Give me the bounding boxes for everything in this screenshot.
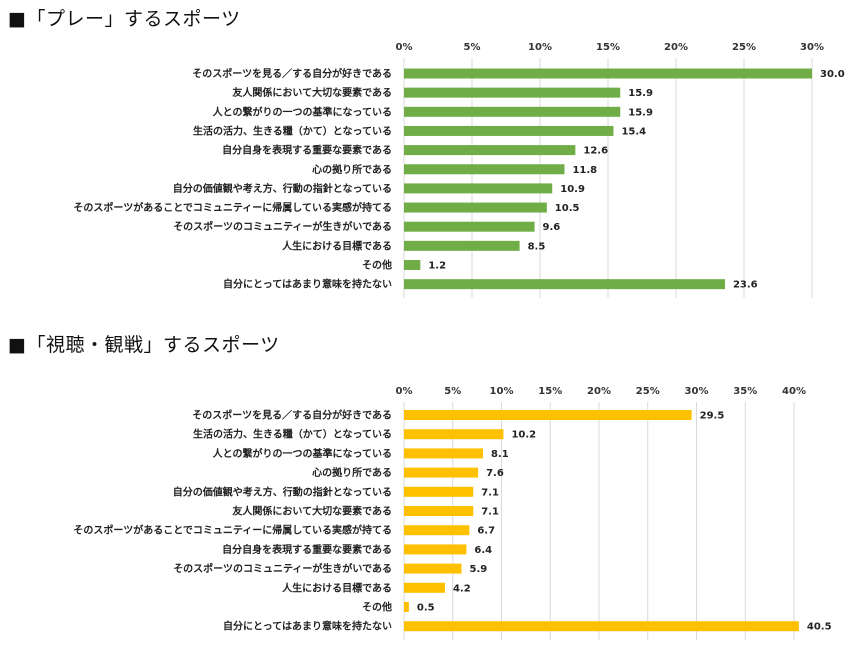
chart-title-watch: ■「視聴・観戦」するスポーツ — [8, 334, 280, 356]
value-label: 8.5 — [528, 241, 546, 252]
value-label: 10.9 — [560, 184, 585, 195]
play-bar — [404, 87, 621, 98]
category-label: その他 — [362, 601, 392, 614]
category-label: 人生における目標である — [282, 581, 392, 594]
value-label: 23.6 — [733, 280, 758, 291]
x-tick-label: 30% — [685, 386, 709, 397]
x-tick-label: 30% — [800, 42, 824, 53]
value-label: 0.5 — [417, 603, 435, 614]
watch-bar — [404, 448, 483, 459]
category-label: そのスポーツを見る／する自分が好きである — [192, 409, 392, 422]
x-tick-label: 5% — [444, 386, 461, 397]
play-bar — [404, 221, 535, 232]
category-label: 人との繋がりの一つの基準になっている — [213, 105, 392, 118]
value-label: 29.5 — [700, 411, 725, 422]
play-bar — [404, 106, 621, 117]
chart-title-play: ■「プレー」するスポーツ — [8, 8, 241, 30]
watch-bar — [404, 467, 479, 478]
value-label: 15.9 — [628, 88, 653, 99]
x-tick-label: 0% — [396, 386, 413, 397]
x-tick-label: 10% — [528, 42, 552, 53]
value-label: 12.6 — [583, 146, 608, 157]
play-bar — [404, 145, 576, 156]
value-label: 7.1 — [481, 487, 499, 498]
x-tick-label: 5% — [464, 42, 481, 53]
value-label: 4.2 — [453, 583, 471, 594]
play-bar — [404, 68, 812, 79]
x-tick-label: 15% — [538, 386, 562, 397]
value-label: 7.6 — [486, 468, 504, 479]
category-label: 自分にとってはあまり意味を持たない — [223, 278, 392, 291]
value-label: 6.7 — [477, 526, 495, 537]
category-label: 自分自身を表現する重要な要素である — [222, 543, 392, 556]
category-label: そのスポーツがあることでコミュニティーに帰属している実感が持てる — [73, 524, 392, 537]
play-bar — [404, 279, 725, 290]
play-bar — [404, 202, 547, 213]
x-tick-label: 20% — [664, 42, 688, 53]
category-label: 自分の価値観や考え方、行動の指針となっている — [173, 182, 392, 195]
play-bar — [404, 260, 421, 270]
category-label: 友人関係において大切な要素である — [232, 86, 392, 99]
value-label: 15.9 — [628, 107, 653, 118]
watch-bar — [404, 525, 470, 536]
watch-bar — [404, 544, 467, 555]
watch-bar — [404, 429, 504, 440]
watch-bar — [404, 602, 409, 612]
category-label: そのスポーツのコミュニティーが生きがいである — [173, 220, 392, 233]
watch-bar — [404, 563, 462, 574]
value-label: 8.1 — [491, 449, 509, 460]
bar-chart-watch: 0% 5% 10% 15% 20% 25% 30% 35% 40% そのスポーツを見る／する自分が… — [73, 386, 832, 640]
category-label: その他 — [362, 259, 392, 272]
bar-chart-play: 0% 5% 10% 15% 20% 25% 30% そのスポーツを見る／する自分が好きである 3… — [73, 42, 845, 298]
category-label: 人との繋がりの一つの基準になっている — [213, 447, 392, 460]
category-label: そのスポーツがあることでコミュニティーに帰属している実感が持てる — [73, 201, 392, 214]
x-tick-label: 0% — [396, 42, 413, 53]
play-bar — [404, 164, 565, 175]
x-tick-label: 25% — [636, 386, 660, 397]
value-label: 10.5 — [555, 203, 580, 214]
x-tick-label: 10% — [490, 386, 514, 397]
value-label: 9.6 — [543, 222, 561, 233]
category-label: 自分自身を表現する重要な要素である — [222, 144, 392, 157]
watch-bar — [404, 506, 474, 516]
watch-bar — [404, 486, 474, 497]
value-label: 15.4 — [621, 126, 646, 137]
watch-bar — [404, 410, 692, 420]
watch-bar — [404, 582, 445, 593]
category-label: 心の拠り所である — [312, 466, 392, 479]
x-tick-label: 25% — [732, 42, 756, 53]
watch-bar — [404, 621, 799, 632]
category-label: 友人関係において大切な要素である — [232, 505, 392, 518]
category-label: 心の拠り所である — [312, 163, 392, 176]
play-bar — [404, 183, 553, 194]
value-label: 30.0 — [820, 69, 845, 80]
value-label: 1.2 — [428, 261, 446, 272]
x-tick-label: 15% — [596, 42, 620, 53]
value-label: 40.5 — [807, 622, 832, 633]
category-label: そのスポーツを見る／する自分が好きである — [192, 67, 392, 80]
category-label: 生活の活力、生きる糧（かて）となっている — [193, 428, 392, 441]
category-label: 生活の活力、生きる糧（かて）となっている — [193, 124, 392, 137]
x-tick-label: 40% — [782, 386, 806, 397]
category-label: そのスポーツのコミュニティーが生きがいである — [173, 562, 392, 575]
value-label: 7.1 — [481, 507, 499, 518]
category-label: 自分の価値観や考え方、行動の指針となっている — [173, 485, 392, 498]
category-label: 人生における目標である — [282, 239, 392, 252]
value-label: 6.4 — [474, 545, 492, 556]
x-tick-label: 35% — [733, 386, 757, 397]
value-label: 5.9 — [470, 564, 488, 575]
play-bar — [404, 240, 520, 251]
category-label: 自分にとってはあまり意味を持たない — [223, 620, 392, 633]
value-label: 11.8 — [572, 165, 597, 176]
x-tick-label: 20% — [587, 386, 611, 397]
play-bar — [404, 125, 614, 136]
value-label: 10.2 — [511, 430, 536, 441]
